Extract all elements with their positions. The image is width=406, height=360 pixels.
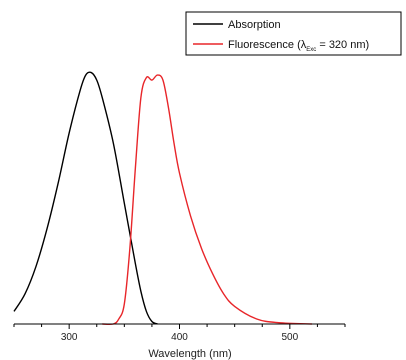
legend-fluorescence-lambda: λ: [301, 39, 307, 51]
legend-fluorescence-subscript: Exc: [306, 47, 316, 53]
legend-box: [185, 11, 402, 56]
series-line-absorption: [13, 71, 158, 325]
legend-label-fluorescence: Fluorescence (λExc = 320 nm): [228, 39, 369, 53]
legend-fluorescence-suffix: = 320 nm): [316, 39, 369, 51]
x-axis: 300 400 500: [13, 323, 346, 343]
x-tick-label: 300: [61, 332, 78, 343]
legend: Absorption Fluorescence (λExc = 320 nm): [185, 11, 402, 56]
plot-area: [13, 71, 312, 326]
x-tick-label: 400: [171, 332, 188, 343]
legend-label-absorption: Absorption: [228, 19, 281, 31]
legend-fluorescence-prefix: Fluorescence (: [228, 39, 301, 51]
series-line-fluorescence: [102, 74, 312, 326]
x-axis-label: Wavelength (nm): [148, 348, 231, 360]
x-tick-label: 500: [281, 332, 298, 343]
